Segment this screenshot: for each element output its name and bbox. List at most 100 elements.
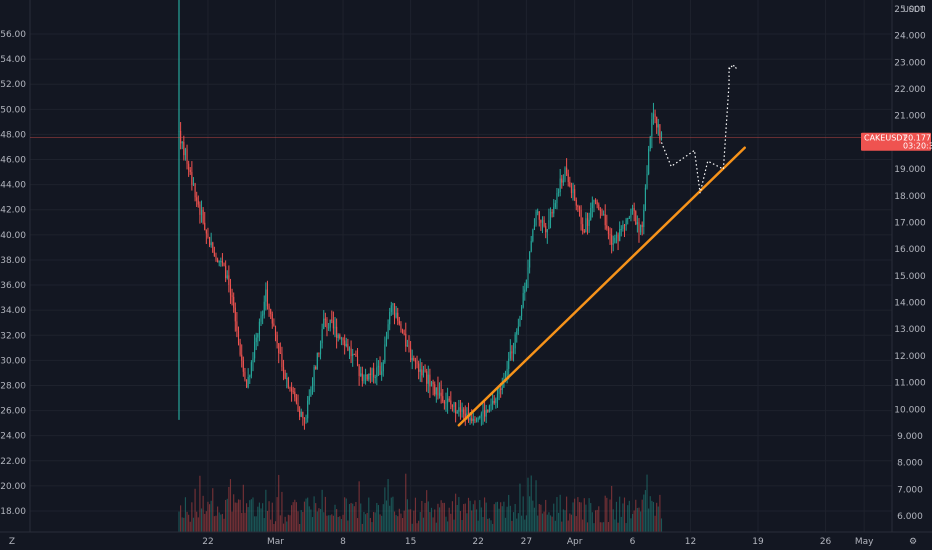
time-tick-label: May [855,537,874,547]
candle-body [461,409,463,412]
timezone-corner-label[interactable]: Z [9,537,15,547]
candle-body [324,318,326,320]
volume-bar [217,506,219,532]
time-tick-label: 22 [472,537,483,547]
volume-bar [482,517,484,532]
candle-body [598,204,600,211]
candle-body [654,113,656,118]
candle-body [617,234,619,241]
volume-bar [406,499,408,532]
candle-body [381,371,383,375]
trendline-drawing[interactable] [457,146,746,427]
candle-body [440,392,442,397]
projection-path-drawing[interactable] [660,64,738,194]
volume-bar [641,499,643,532]
candle-body [556,193,558,204]
candle-body [564,167,566,181]
candle-body [196,197,198,201]
candle-body [287,378,289,388]
right-tick-label: 21.000 [894,112,926,122]
volume-bar [403,510,405,532]
volume-bar [548,512,550,532]
volume-bar [619,496,621,532]
candle-body [493,400,495,403]
time-axis[interactable]: 22 Mar 8 15 22 27 Apr 6 12 19 26 May Z ⚙ [0,531,932,547]
volume-bar [611,485,613,532]
volume-bar [469,500,471,532]
candle-body [233,296,235,308]
volume-bar [236,502,238,532]
trendline[interactable] [457,146,746,427]
volume-bar [519,483,521,532]
volume-bar [376,502,378,532]
candle-body [445,402,447,404]
candle-body [614,237,616,244]
volume-bar [250,499,252,532]
candle-body [561,178,563,183]
volume-bar [562,509,564,532]
candle-body [434,384,436,395]
candle-body [548,220,550,230]
candle-body [488,405,490,412]
candle-body [213,252,215,257]
time-tick-label: 6 [630,537,636,547]
candle-body [366,375,368,380]
volume-bar [614,519,616,532]
volume-bar [456,504,458,532]
volume-bar [652,502,655,532]
volume-bar [498,508,500,532]
left-price-axis[interactable]: 156.00 154.00 152.00 150.00 148.00 146.00 144.… [0,0,31,532]
volume-bar [432,517,434,532]
volume-bar [318,508,320,532]
candle-body [352,353,354,357]
volume-bar [400,513,402,532]
candle-body [604,214,606,226]
candle-body [395,312,397,318]
volume-bar [414,497,416,532]
candle-body [586,218,589,226]
volume-bar [374,512,376,532]
volume-bar [464,503,466,532]
volume-bar [623,497,626,532]
candle-body [300,411,302,417]
candle-body [562,180,564,183]
volume-bar [511,520,513,532]
candle-body [379,365,381,375]
candle-body [574,189,576,201]
volume-bar [369,517,371,532]
volume-bar [247,507,249,532]
candle-body [405,333,407,347]
candle-body [265,289,267,302]
candle-body [358,365,360,376]
volume-bar [529,496,531,532]
right-tick-label: 15.000 [894,272,926,282]
candle-body [200,209,203,215]
settings-icon[interactable]: ⚙ [909,537,917,547]
candle-body [545,226,547,233]
volume-bar [582,519,584,532]
candle-body [630,208,632,218]
volume-bar [262,503,264,532]
volume-bar [263,518,265,532]
candle-body [274,325,277,336]
volume-bar [625,523,627,532]
candle-body [315,366,317,370]
left-tick-label: 156.00 [0,30,26,40]
candle-body [223,263,225,266]
volume-bar [385,500,388,532]
time-tick-label: 27 [521,537,532,547]
volume-bar [393,511,396,532]
left-tick-label: 126.00 [0,407,26,417]
candle-body [521,307,523,317]
candle-body [482,410,484,414]
volume-bar [254,516,256,532]
volume-bar [558,512,560,532]
right-price-axis[interactable]: USDT25.00024.00023.00022.00021.00020.000… [891,0,926,532]
volume-bar [636,507,638,532]
candle-body [336,326,338,338]
volume-bar [540,504,542,532]
volume-bar [591,512,593,532]
candle-body [615,234,618,238]
bar-countdown: 03:20:30 [903,142,932,151]
